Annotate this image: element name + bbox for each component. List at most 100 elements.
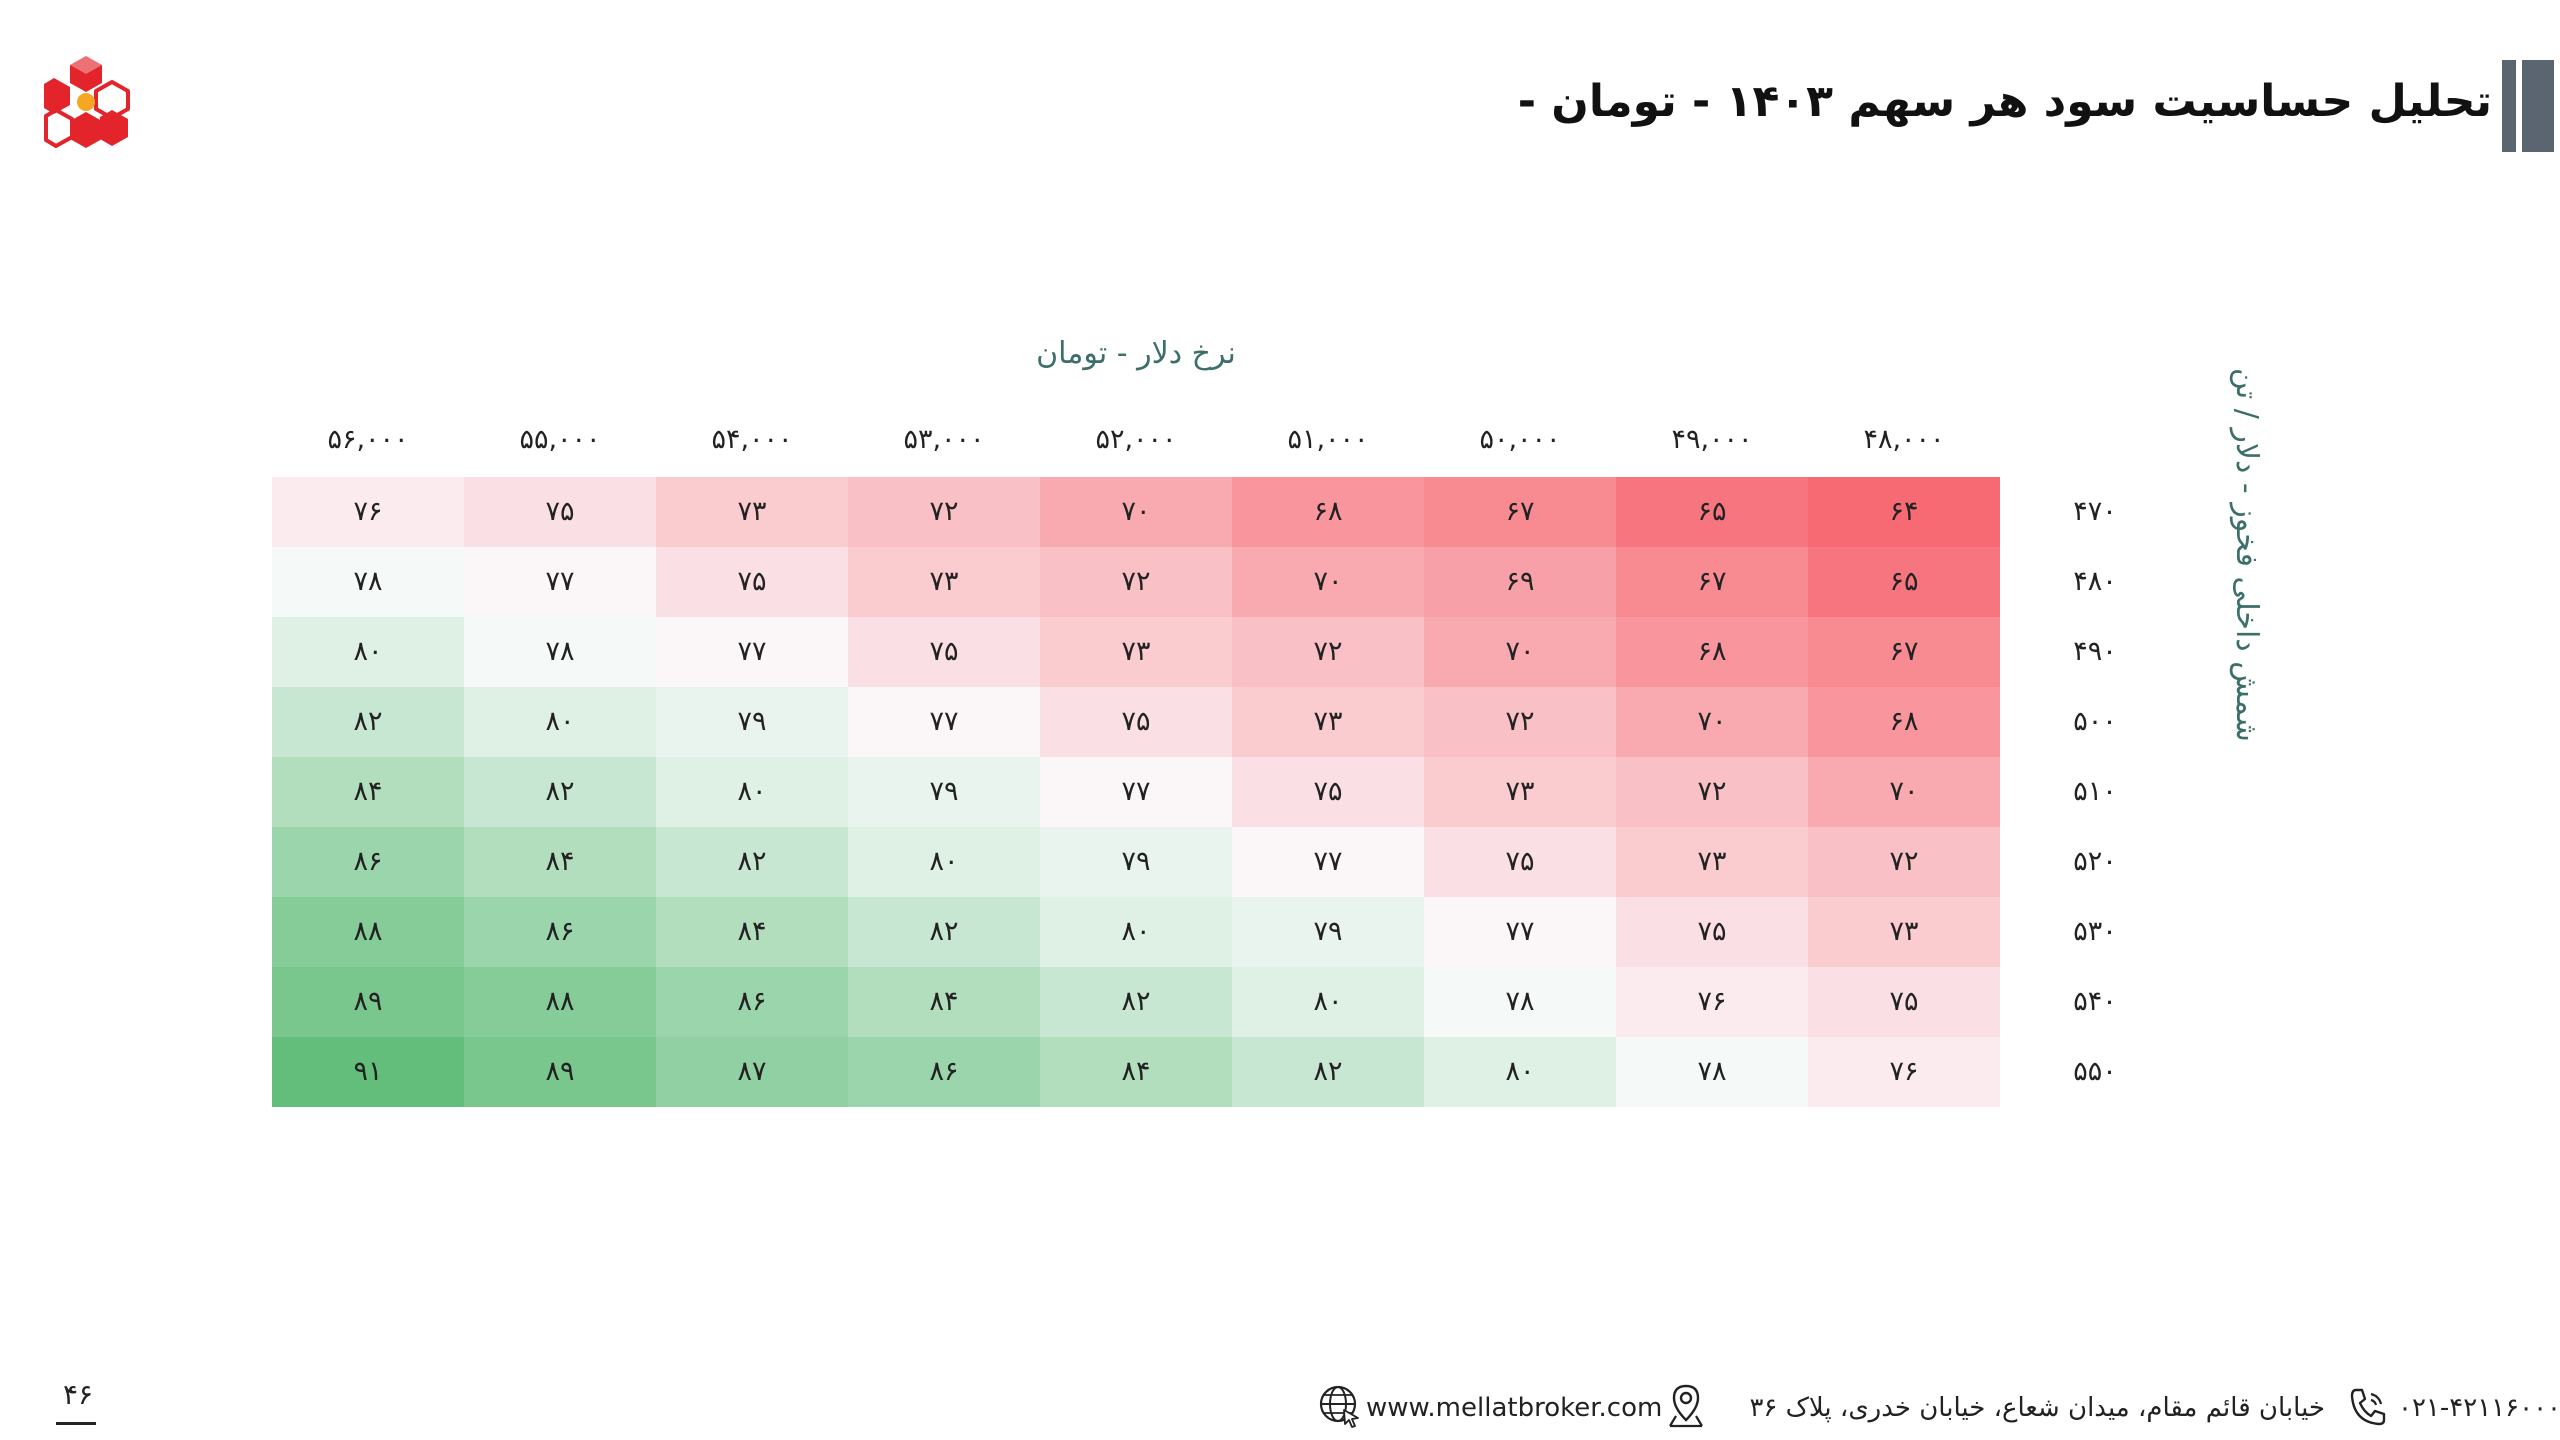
heatmap-cell: ۷۷ bbox=[464, 547, 656, 617]
y-tick-label: ۵۵۰ bbox=[2073, 1056, 2117, 1087]
heatmap-cell: ۷۵ bbox=[464, 477, 656, 547]
heatmap-cell: ۷۵ bbox=[656, 547, 848, 617]
heatmap-cell: ۸۲ bbox=[1232, 1037, 1424, 1107]
heatmap-cell: ۸۰ bbox=[656, 757, 848, 827]
heatmap-cell: ۸۴ bbox=[848, 967, 1040, 1037]
heatmap-cell: ۷۵ bbox=[1424, 827, 1616, 897]
x-tick-label: ۴۸,۰۰۰ bbox=[1863, 424, 1945, 455]
page-number-underline bbox=[56, 1422, 96, 1425]
y-tick-label: ۴۸۰ bbox=[2073, 566, 2117, 597]
heatmap-cell: ۷۷ bbox=[656, 617, 848, 687]
location-pin-icon bbox=[1669, 1384, 1703, 1428]
x-tick-label: ۵۰,۰۰۰ bbox=[1479, 424, 1561, 455]
heatmap-cell: ۷۹ bbox=[848, 757, 1040, 827]
footer-phone: ۰۲۱-۴۲۱۱۶۰۰۰ bbox=[2398, 1393, 2560, 1423]
heatmap-cell: ۸۰ bbox=[848, 827, 1040, 897]
title-accent-bar-thin bbox=[2502, 60, 2516, 152]
heatmap-cell: ۸۰ bbox=[1424, 1037, 1616, 1107]
phone-icon bbox=[2350, 1388, 2386, 1426]
heatmap-cell: ۷۹ bbox=[1040, 827, 1232, 897]
footer-website-link[interactable]: www.mellatbroker.com bbox=[1366, 1393, 1663, 1423]
heatmap-cell: ۶۹ bbox=[1424, 547, 1616, 617]
heatmap-cell: ۷۷ bbox=[848, 687, 1040, 757]
mellat-logo-icon bbox=[44, 56, 130, 148]
heatmap-cell: ۷۷ bbox=[1232, 827, 1424, 897]
title-accent-bar bbox=[2522, 60, 2554, 152]
heatmap-cell: ۸۲ bbox=[1040, 967, 1232, 1037]
x-tick-label: ۴۹,۰۰۰ bbox=[1671, 424, 1753, 455]
heatmap-cell: ۸۸ bbox=[464, 967, 656, 1037]
heatmap-cell: ۶۴ bbox=[1808, 477, 2000, 547]
heatmap-cell: ۷۰ bbox=[1616, 687, 1808, 757]
heatmap-cell: ۷۳ bbox=[848, 547, 1040, 617]
heatmap-cell: ۷۳ bbox=[1616, 827, 1808, 897]
x-tick-label: ۵۴,۰۰۰ bbox=[711, 424, 793, 455]
heatmap-cell: ۶۷ bbox=[1424, 477, 1616, 547]
heatmap-cell: ۸۲ bbox=[848, 897, 1040, 967]
heatmap-cell: ۸۶ bbox=[464, 897, 656, 967]
heatmap-cell: ۸۰ bbox=[464, 687, 656, 757]
heatmap-cell: ۷۳ bbox=[1424, 757, 1616, 827]
heatmap-cell: ۸۰ bbox=[272, 617, 464, 687]
heatmap-cell: ۷۲ bbox=[1616, 757, 1808, 827]
heatmap-cell: ۷۸ bbox=[464, 617, 656, 687]
heatmap-cell: ۷۶ bbox=[272, 477, 464, 547]
x-tick-label: ۵۳,۰۰۰ bbox=[903, 424, 985, 455]
heatmap-cell: ۸۲ bbox=[464, 757, 656, 827]
y-tick-label: ۵۰۰ bbox=[2073, 706, 2117, 737]
heatmap-cell: ۷۰ bbox=[1040, 477, 1232, 547]
heatmap-cell: ۸۹ bbox=[464, 1037, 656, 1107]
heatmap-cell: ۶۷ bbox=[1616, 547, 1808, 617]
y-tick-label: ۵۴۰ bbox=[2073, 986, 2117, 1017]
globe-icon bbox=[1319, 1385, 1359, 1428]
heatmap-cell: ۷۶ bbox=[1616, 967, 1808, 1037]
heatmap-cell: ۸۴ bbox=[656, 897, 848, 967]
x-tick-label: ۵۱,۰۰۰ bbox=[1287, 424, 1369, 455]
heatmap-cell: ۸۷ bbox=[656, 1037, 848, 1107]
heatmap-cell: ۷۷ bbox=[1040, 757, 1232, 827]
heatmap-cell: ۷۵ bbox=[1808, 967, 2000, 1037]
heatmap-cell: ۷۲ bbox=[848, 477, 1040, 547]
heatmap-cell: ۷۳ bbox=[656, 477, 848, 547]
heatmap-cell: ۷۰ bbox=[1232, 547, 1424, 617]
heatmap-cell: ۶۸ bbox=[1808, 687, 2000, 757]
heatmap-cell: ۷۲ bbox=[1424, 687, 1616, 757]
heatmap-cell: ۶۸ bbox=[1232, 477, 1424, 547]
heatmap-cell: ۸۶ bbox=[656, 967, 848, 1037]
heatmap-cell: ۷۲ bbox=[1808, 827, 2000, 897]
x-axis-title: نرخ دلار - تومان bbox=[1036, 336, 1236, 371]
heatmap-cell: ۶۸ bbox=[1616, 617, 1808, 687]
page-number: ۴۶ bbox=[62, 1378, 94, 1411]
y-tick-label: ۴۹۰ bbox=[2073, 636, 2117, 667]
y-tick-label: ۵۳۰ bbox=[2073, 916, 2117, 947]
heatmap-cell: ۷۸ bbox=[272, 547, 464, 617]
heatmap-cell: ۸۶ bbox=[272, 827, 464, 897]
heatmap-cell: ۶۵ bbox=[1808, 547, 2000, 617]
heatmap-cell: ۷۳ bbox=[1040, 617, 1232, 687]
heatmap-cell: ۸۹ bbox=[272, 967, 464, 1037]
heatmap-cell: ۷۵ bbox=[848, 617, 1040, 687]
heatmap-cell: ۸۲ bbox=[272, 687, 464, 757]
x-tick-label: ۵۲,۰۰۰ bbox=[1095, 424, 1177, 455]
heatmap-cell: ۷۵ bbox=[1040, 687, 1232, 757]
heatmap-cell: ۷۳ bbox=[1232, 687, 1424, 757]
heatmap-cell: ۸۰ bbox=[1040, 897, 1232, 967]
heatmap-cell: ۷۸ bbox=[1424, 967, 1616, 1037]
heatmap-cell: ۷۵ bbox=[1616, 897, 1808, 967]
heatmap-cell: ۸۴ bbox=[1040, 1037, 1232, 1107]
footer-address: خیابان قائم مقام، میدان شعاع، خیابان خدر… bbox=[1749, 1393, 2325, 1423]
page-title: تحلیل حساسیت سود هر سهم ۱۴۰۳ - تومان - bbox=[1517, 76, 2492, 127]
heatmap-cell: ۹۱ bbox=[272, 1037, 464, 1107]
heatmap-cell: ۸۴ bbox=[272, 757, 464, 827]
heatmap-cell: ۸۰ bbox=[1232, 967, 1424, 1037]
heatmap-cell: ۷۹ bbox=[656, 687, 848, 757]
x-tick-label: ۵۶,۰۰۰ bbox=[327, 424, 409, 455]
heatmap-cell: ۷۸ bbox=[1616, 1037, 1808, 1107]
heatmap-cell: ۷۶ bbox=[1808, 1037, 2000, 1107]
heatmap-cell: ۸۶ bbox=[848, 1037, 1040, 1107]
y-tick-label: ۵۲۰ bbox=[2073, 846, 2117, 877]
heatmap-cell: ۸۸ bbox=[272, 897, 464, 967]
heatmap-cell: ۸۲ bbox=[656, 827, 848, 897]
heatmap-cell: ۷۰ bbox=[1424, 617, 1616, 687]
heatmap-cell: ۸۴ bbox=[464, 827, 656, 897]
